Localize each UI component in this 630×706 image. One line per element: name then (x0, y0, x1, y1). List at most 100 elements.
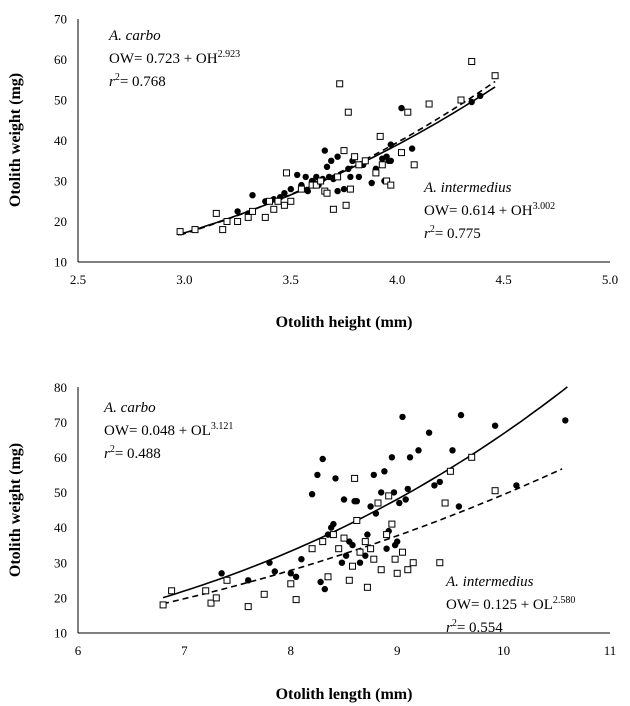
annotation-equation-intermedius: OW= 0.614 + OH3.002 (424, 201, 555, 219)
data-point-filled-circle (330, 520, 337, 528)
annotation-r2-intermedius: r2= 0.554 (446, 618, 503, 636)
data-point-filled-circle (323, 163, 331, 170)
x-tick-label: 9 (394, 643, 401, 658)
data-point-filled-circle (292, 573, 300, 580)
data-point-open-square (260, 590, 268, 598)
y-tick-label: 40 (54, 520, 67, 535)
data-point-filled-circle (319, 455, 326, 463)
data-point-open-square (212, 209, 220, 217)
data-point-open-square (176, 228, 184, 236)
data-point-filled-circle (477, 92, 484, 100)
data-points (176, 58, 499, 236)
data-point-open-square (340, 534, 348, 542)
data-point-open-square (372, 169, 380, 177)
data-point-open-square (367, 545, 375, 553)
data-point-open-square (491, 72, 499, 80)
x-tick-label: 8 (288, 643, 295, 658)
data-point-filled-circle (406, 454, 414, 461)
data-point-filled-circle (381, 468, 388, 475)
data-point-open-square (383, 177, 391, 185)
data-point-filled-circle (378, 489, 385, 496)
data-point-open-square (336, 80, 344, 88)
data-point-open-square (425, 100, 433, 108)
data-point-open-square (168, 587, 176, 595)
y-axis-title: Otolith weight (mg) (7, 443, 24, 577)
data-point-open-square (468, 453, 476, 461)
x-tick-label: 3.0 (176, 272, 192, 287)
data-point-filled-circle (334, 153, 341, 160)
data-point-open-square (349, 562, 356, 570)
data-point-filled-circle (281, 190, 288, 197)
data-point-open-square (223, 576, 231, 584)
data-point-open-square (377, 566, 385, 574)
annotation-equation-carbo: OW= 0.723 + OH2.923 (109, 49, 240, 67)
data-point-filled-circle (431, 482, 438, 489)
data-point-open-square (207, 599, 215, 607)
data-point-open-square (346, 185, 354, 193)
data-point-open-square (340, 147, 348, 155)
data-point-filled-circle (367, 503, 374, 510)
data-point-filled-circle (340, 185, 348, 193)
data-point-open-square (283, 169, 290, 177)
data-point-filled-circle (394, 538, 401, 545)
y-tick-label: 80 (54, 380, 67, 395)
data-point-filled-circle (399, 413, 406, 421)
annotation-species-carbo: A. carbo (103, 400, 156, 416)
annotation-equation-intermedius: OW= 0.125 + OL2.580 (446, 595, 575, 613)
data-point-open-square (159, 601, 167, 609)
data-point-open-square (280, 201, 288, 209)
data-point-open-square (383, 531, 391, 539)
data-point-filled-circle (513, 482, 520, 489)
data-point-open-square (334, 173, 342, 181)
data-point-open-square (370, 555, 378, 563)
data-point-filled-circle (347, 173, 354, 181)
y-tick-label: 30 (54, 555, 67, 570)
data-point-open-square (374, 499, 382, 507)
data-point-filled-circle (388, 454, 396, 461)
data-point-open-square (351, 153, 359, 161)
data-point-filled-circle (338, 559, 346, 566)
data-point-filled-circle (387, 141, 394, 148)
data-point-open-square (399, 548, 406, 556)
data-point-filled-circle (287, 570, 294, 577)
y-tick-label: 10 (54, 626, 67, 641)
data-point-filled-circle (287, 185, 294, 193)
x-tick-label: 5.0 (602, 272, 618, 287)
data-point-open-square (436, 559, 444, 567)
y-axis-title: Otolith weight (mg) (7, 73, 24, 207)
fit-curve-dashed (179, 80, 496, 236)
x-tick-label: 4.0 (389, 272, 405, 287)
data-point-filled-circle (356, 559, 364, 566)
x-tick-labels: 2.5 3.0 3.5 4.0 4.5 5.0 (70, 272, 618, 287)
y-tick-labels: 10 20 30 40 50 60 70 80 (54, 380, 67, 641)
data-point-filled-circle (321, 585, 328, 593)
y-tick-labels: 10 20 30 40 50 60 70 (54, 12, 67, 270)
data-point-filled-circle (402, 496, 409, 503)
data-point-open-square (491, 487, 499, 495)
data-point-open-square (234, 218, 242, 225)
data-point-filled-circle (334, 187, 341, 195)
data-point-filled-circle (562, 417, 569, 424)
data-point-open-square (212, 594, 220, 602)
data-point-filled-circle (387, 157, 394, 164)
data-point-filled-circle (302, 173, 309, 181)
data-point-filled-circle (317, 578, 324, 586)
data-point-filled-circle (218, 570, 225, 577)
data-point-filled-circle (396, 499, 403, 507)
data-point-filled-circle (355, 173, 363, 181)
data-point-open-square (270, 205, 278, 213)
data-point-open-square (249, 207, 256, 215)
data-point-open-square (410, 161, 418, 169)
data-point-open-square (219, 226, 227, 234)
annotation-r2-carbo: r2= 0.488 (104, 444, 161, 462)
data-point-open-square (361, 538, 369, 546)
x-tick-label: 11 (604, 643, 617, 658)
y-tick-label: 70 (54, 415, 67, 430)
data-point-open-square (342, 201, 350, 209)
data-point-open-square (287, 580, 295, 588)
fit-curve-solid (162, 386, 568, 599)
data-point-open-square (335, 545, 343, 553)
data-point-filled-circle (415, 447, 422, 454)
y-tick-label: 20 (54, 214, 67, 229)
data-point-open-square (441, 499, 449, 507)
